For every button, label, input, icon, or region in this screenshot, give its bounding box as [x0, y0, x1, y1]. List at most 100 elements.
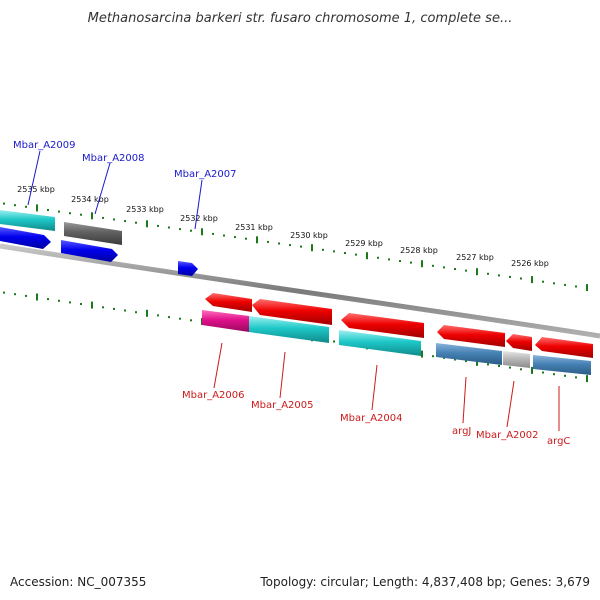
ruler-minor-tick: [443, 266, 445, 269]
sequence-backbone: [0, 243, 600, 339]
gene-label-mbar-a2002[interactable]: Mbar_A2002: [476, 430, 539, 441]
ruler-minor-tick: [498, 274, 500, 277]
tick-label: 2534 kbp: [71, 195, 109, 204]
label-leader-line: [194, 179, 203, 230]
gene-feature-mbar-a2005[interactable]: [249, 316, 329, 343]
ruler-minor-tick: [113, 307, 115, 310]
ruler-minor-tick: [520, 368, 522, 371]
label-leader-line: [462, 376, 467, 424]
label-leader-line: [279, 351, 286, 399]
ruler-minor-tick: [102, 306, 104, 309]
tick-label: 2529 kbp: [345, 239, 383, 248]
ruler-minor-tick: [223, 234, 225, 237]
gene-feature[interactable]: [205, 293, 252, 312]
ruler-minor-tick: [498, 365, 500, 367]
gene-label-mbar-a2006[interactable]: Mbar_A2006: [182, 390, 245, 401]
gene-feature-argc[interactable]: [533, 355, 591, 375]
ruler-minor-tick: [3, 291, 5, 294]
gene-label-argc[interactable]: argC: [547, 436, 570, 447]
ruler-minor-tick: [553, 373, 555, 376]
ruler-minor-tick: [113, 218, 115, 221]
ruler-minor-tick: [157, 314, 159, 317]
ruler-minor-tick: [553, 282, 555, 285]
label-leader-line: [94, 162, 111, 215]
label-leader-line: [371, 364, 378, 411]
ruler-minor-tick: [124, 220, 126, 223]
ruler-minor-tick: [58, 299, 60, 302]
ruler-major-tick: [146, 309, 148, 317]
gene-feature-mbar-a2002[interactable]: [503, 351, 530, 368]
gene-label-mbar-a2007[interactable]: Mbar_A2007: [174, 169, 237, 180]
ruler-major-tick: [201, 228, 203, 236]
gene-feature[interactable]: [252, 299, 332, 325]
ruler-minor-tick: [344, 252, 346, 254]
gene-feature[interactable]: [0, 210, 55, 231]
tick-label: 2526 kbp: [511, 259, 549, 268]
tick-label: 2533 kbp: [126, 205, 164, 214]
gene-feature-mbar-a2004[interactable]: [339, 330, 421, 356]
gene-feature[interactable]: [437, 325, 505, 347]
accession-text: Accession: NC_007355: [10, 575, 146, 589]
gene-feature[interactable]: [535, 337, 593, 358]
ruler-major-tick: [36, 293, 38, 301]
ruler-minor-tick: [124, 309, 126, 312]
ruler-minor-tick: [47, 209, 49, 211]
ruler-major-tick: [36, 204, 38, 212]
ruler-minor-tick: [190, 319, 192, 322]
ruler-minor-tick: [487, 272, 489, 275]
gene-label-mbar-a2005[interactable]: Mbar_A2005: [251, 400, 314, 411]
ruler-minor-tick: [179, 228, 181, 231]
gene-feature-argj[interactable]: [436, 343, 502, 365]
ruler-minor-tick: [487, 363, 489, 366]
tick-label: 2531 kbp: [235, 223, 273, 232]
ruler-minor-tick: [278, 242, 280, 245]
ruler-minor-tick: [410, 261, 412, 264]
ruler-minor-tick: [300, 245, 302, 248]
gene-feature[interactable]: [61, 240, 118, 262]
ruler-minor-tick: [322, 248, 324, 251]
ruler-minor-tick: [465, 269, 467, 272]
ruler-minor-tick: [135, 311, 137, 314]
gene-label-argj[interactable]: argJ: [452, 426, 471, 437]
ruler-major-tick: [256, 236, 258, 244]
gene-feature-mbar-a2007[interactable]: [178, 261, 198, 276]
ruler-minor-tick: [69, 301, 71, 304]
ruler-minor-tick: [520, 277, 522, 280]
ruler-minor-tick: [388, 258, 390, 261]
label-leader-line: [506, 380, 515, 428]
forward-strand: [0, 210, 198, 276]
ruler-major-tick: [421, 350, 423, 358]
forward-gene-labels: Mbar_A2009 Mbar_A2008 Mbar_A2007: [13, 140, 237, 230]
ruler-minor-tick: [509, 366, 511, 369]
ruler-minor-tick: [179, 317, 181, 320]
ruler-minor-tick: [454, 358, 456, 361]
ruler-minor-tick: [575, 285, 577, 288]
gene-feature[interactable]: [341, 313, 424, 338]
gene-feature[interactable]: [0, 227, 51, 249]
ruler-minor-tick: [190, 229, 192, 232]
ruler-minor-tick: [267, 240, 269, 243]
ruler-major-tick: [366, 252, 368, 260]
genome-summary-text: Topology: circular; Length: 4,837,408 bp…: [259, 575, 590, 589]
ruler-major-tick: [476, 268, 478, 276]
gene-label-mbar-a2004[interactable]: Mbar_A2004: [340, 413, 403, 424]
ruler-minor-tick: [102, 216, 104, 219]
gene-feature[interactable]: [506, 334, 532, 351]
tick-label: 2527 kbp: [456, 253, 494, 262]
gene-feature-mbar-a2006[interactable]: [202, 310, 249, 332]
gene-label-mbar-a2008[interactable]: Mbar_A2008: [82, 153, 145, 164]
ruler-major-tick: [586, 284, 588, 292]
ruler-minor-tick: [564, 374, 566, 377]
ruler-minor-tick: [168, 226, 170, 229]
ruler-minor-tick: [168, 316, 170, 319]
ruler-minor-tick: [542, 280, 544, 283]
ruler-minor-tick: [80, 213, 82, 216]
ruler-major-tick: [586, 375, 588, 383]
ruler-minor-tick: [157, 224, 159, 227]
tick-label: 2535 kbp: [17, 185, 55, 194]
gene-label-mbar-a2009[interactable]: Mbar_A2009: [13, 140, 76, 151]
ruler-minor-tick: [135, 221, 137, 224]
gene-feature-mbar-a2008[interactable]: [64, 222, 122, 245]
tick-label: 2530 kbp: [290, 231, 328, 240]
